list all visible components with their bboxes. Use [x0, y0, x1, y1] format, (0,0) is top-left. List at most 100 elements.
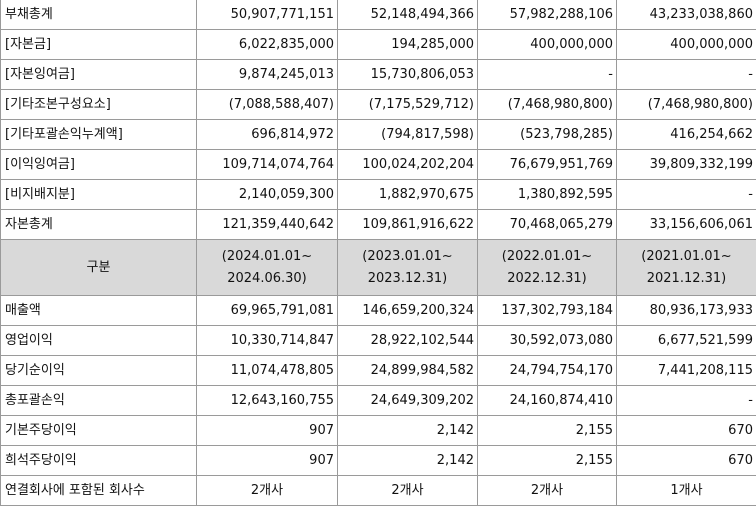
- cell-value: 24,649,309,202: [337, 385, 478, 416]
- cell-value: 1,380,892,595: [477, 179, 617, 210]
- cell-value: 416,254,662: [616, 119, 756, 150]
- cell-value: 24,794,754,170: [477, 355, 617, 386]
- cell-value: 39,809,332,199: [616, 149, 756, 180]
- cell-value: 670: [616, 445, 756, 476]
- cell-value: 24,899,984,582: [337, 355, 478, 386]
- cell-value: 670: [616, 415, 756, 446]
- cell-value: 1개사: [616, 475, 756, 506]
- row-label: 연결회사에 포함된 회사수: [0, 475, 197, 506]
- cell-value: 24,160,874,410: [477, 385, 617, 416]
- period-start: (2024.01.01~: [221, 248, 313, 264]
- cell-value: 137,302,793,184: [477, 295, 617, 326]
- period-cell: (2023.01.01~ 2023.12.31): [337, 239, 478, 296]
- period-header-row: 구분 (2024.01.01~ 2024.06.30) (2023.01.01~…: [0, 239, 756, 296]
- period-cell: (2021.01.01~ 2021.12.31): [616, 239, 756, 296]
- cell-value: 69,965,791,081: [196, 295, 338, 326]
- cell-value: -: [616, 59, 756, 90]
- cell-value: 1,882,970,675: [337, 179, 478, 210]
- period-header-label: 구분: [0, 239, 197, 296]
- table-row: [자본금] 6,022,835,000 194,285,000 400,000,…: [0, 29, 756, 60]
- table-row: 영업이익 10,330,714,847 28,922,102,544 30,59…: [0, 325, 756, 356]
- cell-value: 400,000,000: [477, 29, 617, 60]
- cell-value: 33,156,606,061: [616, 209, 756, 240]
- cell-value: 12,643,160,755: [196, 385, 338, 416]
- row-label: [기타조본구성요소]: [0, 89, 197, 120]
- cell-value: 2개사: [196, 475, 338, 506]
- cell-value: (794,817,598): [337, 119, 478, 150]
- period-start: (2023.01.01~: [362, 248, 453, 264]
- cell-value: 80,936,173,933: [616, 295, 756, 326]
- cell-value: 907: [196, 415, 338, 446]
- cell-value: (7,175,529,712): [337, 89, 478, 120]
- table-row: 희석주당이익 907 2,142 2,155 670: [0, 445, 756, 476]
- cell-value: 2,155: [477, 445, 617, 476]
- cell-value: 11,074,478,805: [196, 355, 338, 386]
- cell-value: -: [477, 59, 617, 90]
- row-label: [기타포괄손익누계액]: [0, 119, 197, 150]
- cell-value: 2,140,059,300: [196, 179, 338, 210]
- row-label: 자본총계: [0, 209, 197, 240]
- table-row: 매출액 69,965,791,081 146,659,200,324 137,3…: [0, 295, 756, 326]
- table-row: [비지배지분] 2,140,059,300 1,882,970,675 1,38…: [0, 179, 756, 210]
- row-label: [자본금]: [0, 29, 197, 60]
- cell-value: (7,088,588,407): [196, 89, 338, 120]
- cell-value: 109,861,916,622: [337, 209, 478, 240]
- table-row: 당기순이익 11,074,478,805 24,899,984,582 24,7…: [0, 355, 756, 386]
- table-row: [기타조본구성요소] (7,088,588,407) (7,175,529,71…: [0, 89, 756, 120]
- row-label: 매출액: [0, 295, 197, 326]
- cell-value: 2,142: [337, 445, 478, 476]
- table-row: 연결회사에 포함된 회사수 2개사 2개사 2개사 1개사: [0, 475, 756, 506]
- table-row: 총포괄손익 12,643,160,755 24,649,309,202 24,1…: [0, 385, 756, 416]
- row-label: [이익잉여금]: [0, 149, 197, 180]
- period-end: 2022.12.31): [507, 270, 587, 286]
- table-row: 기본주당이익 907 2,142 2,155 670: [0, 415, 756, 446]
- row-label: 당기순이익: [0, 355, 197, 386]
- cell-value: 400,000,000: [616, 29, 756, 60]
- period-end: 2023.12.31): [367, 270, 448, 286]
- cell-value: 52,148,494,366: [337, 0, 478, 30]
- table-row: 자본총계 121,359,440,642 109,861,916,622 70,…: [0, 209, 756, 240]
- cell-value: 100,024,202,204: [337, 149, 478, 180]
- cell-value: 2,155: [477, 415, 617, 446]
- cell-value: -: [616, 385, 756, 416]
- cell-value: 10,330,714,847: [196, 325, 338, 356]
- period-end: 2024.06.30): [227, 270, 307, 286]
- cell-value: 2,142: [337, 415, 478, 446]
- cell-value: 57,982,288,106: [477, 0, 617, 30]
- period-cell: (2022.01.01~ 2022.12.31): [477, 239, 617, 296]
- cell-value: (7,468,980,800): [616, 89, 756, 120]
- cell-value: 696,814,972: [196, 119, 338, 150]
- table-row: [자본잉여금] 9,874,245,013 15,730,806,053 - -: [0, 59, 756, 90]
- period-start: (2021.01.01~: [641, 248, 732, 264]
- cell-value: 907: [196, 445, 338, 476]
- cell-value: 146,659,200,324: [337, 295, 478, 326]
- cell-value: 6,677,521,599: [616, 325, 756, 356]
- cell-value: 121,359,440,642: [196, 209, 338, 240]
- cell-value: 28,922,102,544: [337, 325, 478, 356]
- table-row: [이익잉여금] 109,714,074,764 100,024,202,204 …: [0, 149, 756, 180]
- period-end: 2021.12.31): [646, 270, 727, 286]
- cell-value: 2개사: [337, 475, 478, 506]
- period-cell: (2024.01.01~ 2024.06.30): [196, 239, 338, 296]
- row-label: 기본주당이익: [0, 415, 197, 446]
- period-start: (2022.01.01~: [501, 248, 593, 264]
- cell-value: 43,233,038,860: [616, 0, 756, 30]
- row-label: 총포괄손익: [0, 385, 197, 416]
- cell-value: 7,441,208,115: [616, 355, 756, 386]
- cell-value: 6,022,835,000: [196, 29, 338, 60]
- row-label: [비지배지분]: [0, 179, 197, 210]
- row-label: 영업이익: [0, 325, 197, 356]
- cell-value: 50,907,771,151: [196, 0, 338, 30]
- cell-value: 15,730,806,053: [337, 59, 478, 90]
- cell-value: (523,798,285): [477, 119, 617, 150]
- row-label: 희석주당이익: [0, 445, 197, 476]
- cell-value: 2개사: [477, 475, 617, 506]
- row-label: [자본잉여금]: [0, 59, 197, 90]
- cell-value: 76,679,951,769: [477, 149, 617, 180]
- cell-value: 70,468,065,279: [477, 209, 617, 240]
- cell-value: -: [616, 179, 756, 210]
- cell-value: 9,874,245,013: [196, 59, 338, 90]
- cell-value: 109,714,074,764: [196, 149, 338, 180]
- table-row: [기타포괄손익누계액] 696,814,972 (794,817,598) (5…: [0, 119, 756, 150]
